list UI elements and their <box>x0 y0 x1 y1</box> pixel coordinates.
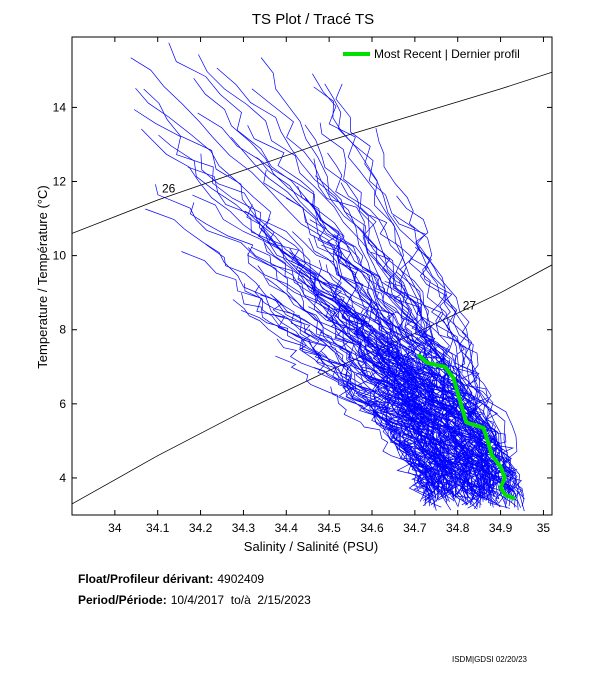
legend-label: Most Recent | Dernier profil <box>374 47 520 61</box>
x-tick-label: 34.7 <box>403 521 427 535</box>
historical-profile-line <box>216 67 484 489</box>
historical-profile-line <box>308 306 464 496</box>
x-axis-label: Salinity / Salinité (PSU) <box>244 539 378 554</box>
historical-profile-line <box>431 398 510 509</box>
historical-profile-line <box>313 367 458 492</box>
legend: Most Recent | Dernier profil <box>343 47 520 61</box>
density-contour-27 <box>72 264 552 505</box>
historical-profile-line <box>240 309 433 492</box>
historical-profile-line <box>141 128 443 490</box>
historical-profile-line <box>324 83 512 505</box>
historical-profile-line <box>247 125 446 495</box>
historical-profile-line <box>392 215 518 493</box>
historical-profile-line <box>269 293 435 503</box>
historical-profile-line <box>354 352 440 502</box>
plot-frame <box>71 36 553 516</box>
density-contour-26 <box>72 71 552 234</box>
x-tick-label: 34.6 <box>360 521 384 535</box>
historical-profile-line <box>271 314 435 495</box>
historical-profile-line <box>285 197 518 501</box>
historical-profile-line <box>381 345 488 495</box>
x-tick-label: 34 <box>108 521 122 535</box>
historical-profile-line <box>396 367 481 508</box>
historical-profile-line <box>197 112 521 499</box>
x-tick-label: 34.1 <box>146 521 170 535</box>
x-tick-label: 34.4 <box>275 521 299 535</box>
x-tick-label: 35 <box>537 521 551 535</box>
historical-profile-line <box>297 185 444 498</box>
historical-profile-line <box>378 397 434 488</box>
historical-profile-line <box>231 137 465 502</box>
historical-profile-line <box>298 269 516 508</box>
historical-profile-line <box>143 88 450 503</box>
chart-title: TS Plot / Tracé TS <box>252 11 374 28</box>
historical-profile-line <box>260 218 437 498</box>
x-tick-label: 34.3 <box>232 521 256 535</box>
historical-profile-line <box>313 86 482 497</box>
footer-credit: ISDM|GDSI 02/20/23 <box>452 655 527 664</box>
density-contour-label-26: 26 <box>162 182 176 196</box>
historical-profile-line <box>371 305 524 500</box>
period-info: Period/Période: 10/4/2017 to/à 2/15/2023 <box>78 593 311 607</box>
historical-profile-line <box>409 257 510 489</box>
historical-profile-line <box>333 234 509 504</box>
historical-profile-line <box>298 277 457 497</box>
historical-profile-line <box>386 311 512 491</box>
historical-profile-line <box>232 299 445 508</box>
y-tick-label: 10 <box>53 249 67 263</box>
historical-profile-line <box>367 376 435 499</box>
y-tick-label: 6 <box>59 397 66 411</box>
x-tick-label: 34.5 <box>317 521 341 535</box>
historical-profile-line <box>378 346 467 493</box>
x-tick-label: 34.9 <box>489 521 513 535</box>
historical-profile-line <box>155 184 475 505</box>
historical-profile-line <box>321 244 501 507</box>
period-value: 10/4/2017 to/à 2/15/2023 <box>170 593 311 607</box>
historical-profile-line <box>133 109 454 497</box>
y-tick-label: 12 <box>53 175 67 189</box>
historical-profile-line <box>484 398 519 511</box>
historical-profile-line <box>313 158 491 487</box>
historical-profile-line <box>263 170 482 505</box>
ts-plot-chart: TS Plot / Tracé TS 26 27 34 34.1 34.2 34.3 34… <box>35 11 553 554</box>
historical-profile-line <box>244 283 432 503</box>
historical-profile-line <box>319 331 478 510</box>
historical-profile-line <box>399 377 517 508</box>
float-info: Float/Profileur dérivant: 4902409 <box>78 572 264 586</box>
historical-profile-line <box>333 308 460 496</box>
historical-profile-line <box>355 379 438 501</box>
y-axis-label: Temperature / Température (°C) <box>35 185 50 368</box>
density-contour-label-27: 27 <box>463 298 477 312</box>
x-tick-label: 34.8 <box>446 521 470 535</box>
float-value: 4902409 <box>217 572 265 586</box>
historical-profile-line <box>397 391 503 504</box>
historical-profile-line <box>396 195 499 492</box>
period-label: Period/Période: <box>78 593 167 607</box>
historical-profile-line <box>373 381 433 501</box>
historical-profile-line <box>276 338 436 498</box>
historical-profile-line <box>432 371 523 498</box>
y-tick-label: 8 <box>59 323 66 337</box>
historical-profile-line <box>393 285 469 492</box>
historical-profile-line <box>298 267 474 492</box>
y-tick-label: 4 <box>59 471 66 485</box>
historical-profile-line <box>275 355 432 507</box>
float-label: Float/Profileur dérivant: <box>78 572 214 586</box>
x-tick-label: 34.2 <box>189 521 213 535</box>
historical-profile-line <box>246 204 487 495</box>
historical-profiles <box>130 42 525 512</box>
historical-profile-line <box>384 350 500 500</box>
historical-profile-line <box>452 365 507 491</box>
y-tick-label: 14 <box>53 100 67 114</box>
historical-profile-line <box>193 78 468 501</box>
series-most-recent-line <box>417 353 516 501</box>
